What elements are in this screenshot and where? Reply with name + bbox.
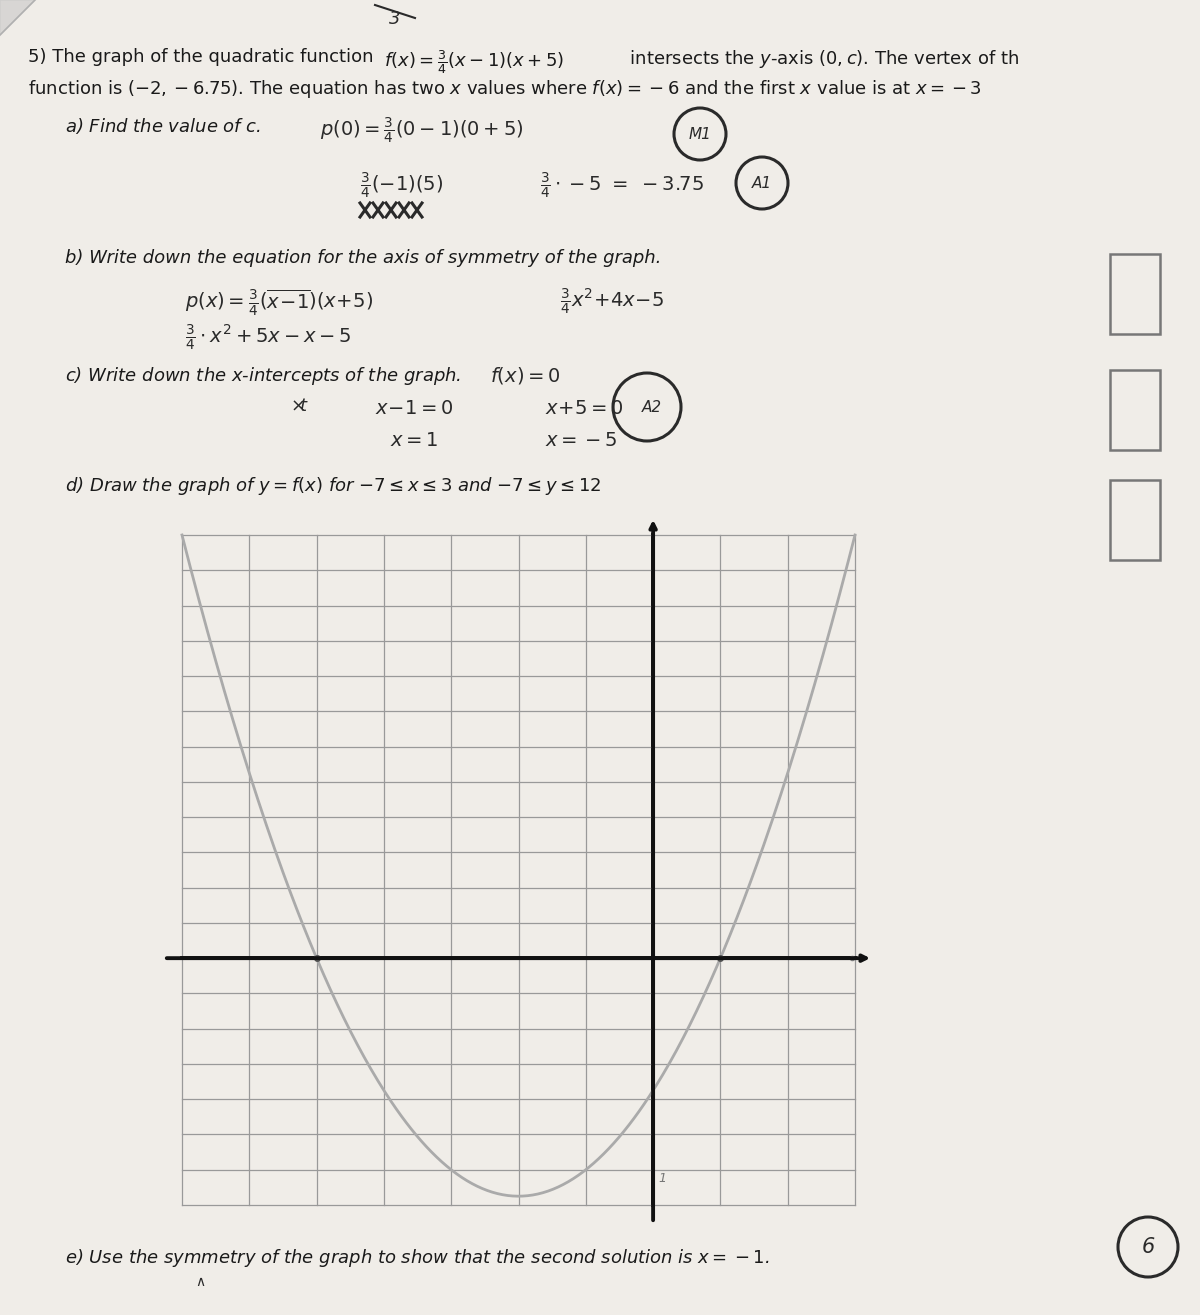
Text: $\frac{3}{4}(-1)(5)$: $\frac{3}{4}(-1)(5)$	[360, 171, 443, 201]
Text: c) Write down the $x$-intercepts of the graph.: c) Write down the $x$-intercepts of the …	[65, 366, 461, 387]
Text: 3: 3	[389, 11, 401, 28]
Text: M1: M1	[689, 126, 712, 142]
Text: A2: A2	[642, 400, 662, 414]
Text: 1: 1	[658, 1172, 666, 1185]
Text: $\times\!\!t$: $\times\!\!t$	[290, 397, 308, 416]
Text: $x = -5$: $x = -5$	[545, 431, 618, 450]
Text: $f(x)=0$: $f(x)=0$	[490, 366, 560, 387]
Text: d) Draw the graph of $y = f(x)$ for $-7 \leq x \leq 3$ and $-7 \leq y \leq 12$: d) Draw the graph of $y = f(x)$ for $-7 …	[65, 475, 601, 497]
Text: $\wedge$: $\wedge$	[194, 1276, 205, 1289]
Bar	[1110, 480, 1160, 560]
Text: $x\!-\!1 = 0$: $x\!-\!1 = 0$	[374, 398, 454, 418]
Polygon shape	[0, 0, 35, 36]
Text: $f(x) = \frac{3}{4}(x-1)(x+5)$: $f(x) = \frac{3}{4}(x-1)(x+5)$	[384, 49, 564, 76]
Bar	[1110, 370, 1160, 450]
Text: $x = 1$: $x = 1$	[390, 431, 439, 450]
Bar	[1110, 254, 1160, 334]
Text: $p(x) = \frac{3}{4}(\overline{x\!-\!1})(x\!+\!5)$: $p(x) = \frac{3}{4}(\overline{x\!-\!1})(…	[185, 287, 373, 317]
Text: $\frac{3}{4}x^2\!+\!4x\!-\!5$: $\frac{3}{4}x^2\!+\!4x\!-\!5$	[560, 287, 665, 317]
Text: 5) The graph of the quadratic function: 5) The graph of the quadratic function	[28, 49, 379, 66]
Text: b) Write down the equation for the axis of symmetry of the graph.: b) Write down the equation for the axis …	[65, 249, 661, 267]
Text: $\frac{3}{4}\cdot -5\ =\ -3.75$: $\frac{3}{4}\cdot -5\ =\ -3.75$	[540, 171, 704, 201]
Text: a) Find the value of $c$.: a) Find the value of $c$.	[65, 116, 262, 135]
Text: $x\!+\!5 = 0$: $x\!+\!5 = 0$	[545, 398, 624, 418]
Text: $\frac{3}{4}\cdot x^2+5x-x-5$: $\frac{3}{4}\cdot x^2+5x-x-5$	[185, 323, 352, 352]
Text: 6: 6	[1141, 1237, 1154, 1257]
Text: function is $(-2, -6.75)$. The equation has two $x$ values where $f(x) = -6$ and: function is $(-2, -6.75)$. The equation …	[28, 78, 982, 100]
Text: e) Use the symmetry of the graph to show that the second solution is $x = -1$.: e) Use the symmetry of the graph to show…	[65, 1247, 769, 1269]
Text: A1: A1	[752, 175, 772, 191]
Text: $p(0) = \frac{3}{4}(0-1)(0+5)$: $p(0) = \frac{3}{4}(0-1)(0+5)$	[320, 116, 523, 146]
Text: intersects the $y$-axis $(0, c)$. The vertex of th: intersects the $y$-axis $(0, c)$. The ve…	[624, 49, 1019, 70]
